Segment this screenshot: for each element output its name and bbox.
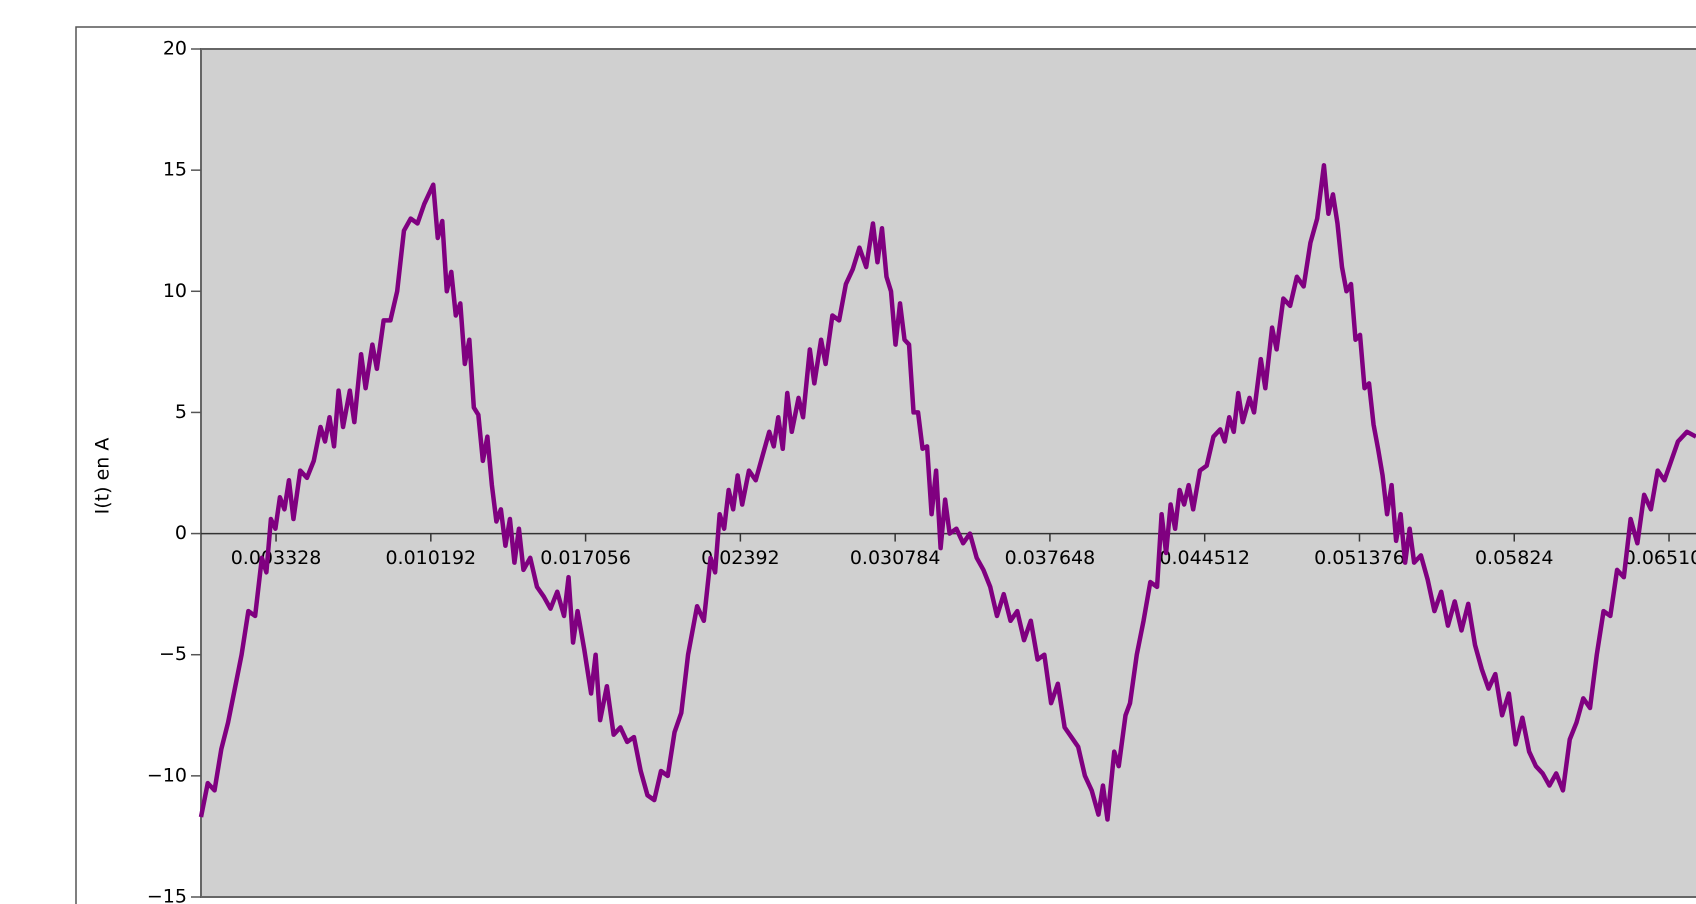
x-tick-label: 0.017056: [540, 547, 631, 569]
y-tick-label: 10: [163, 280, 187, 302]
plot-area: [200, 48, 1696, 898]
x-tick-label: 0.030784: [850, 547, 941, 569]
y-tick-label: 15: [163, 159, 187, 181]
x-tick-label: 0.05824: [1475, 547, 1554, 569]
y-tick-label: −5: [159, 643, 187, 665]
x-tick-label: 0.051376: [1314, 547, 1405, 569]
x-tick-label: 0.003328: [231, 547, 322, 569]
y-tick-label: 20: [163, 38, 187, 60]
y-tick-label: 0: [175, 522, 187, 544]
x-tick-label: 0.065104: [1624, 547, 1696, 569]
y-tick-label: −15: [147, 886, 187, 904]
y-tick-label: −10: [147, 764, 187, 786]
x-tick-label: 0.010192: [385, 547, 476, 569]
series-line: [198, 163, 1696, 822]
x-tick-label: 0.044512: [1159, 547, 1250, 569]
y-tick-label: 5: [175, 401, 187, 423]
x-tick-label: 0.02392: [701, 547, 780, 569]
x-tick-label: 0.037648: [1005, 547, 1096, 569]
y-axis-label: I(t) en A: [92, 438, 114, 515]
